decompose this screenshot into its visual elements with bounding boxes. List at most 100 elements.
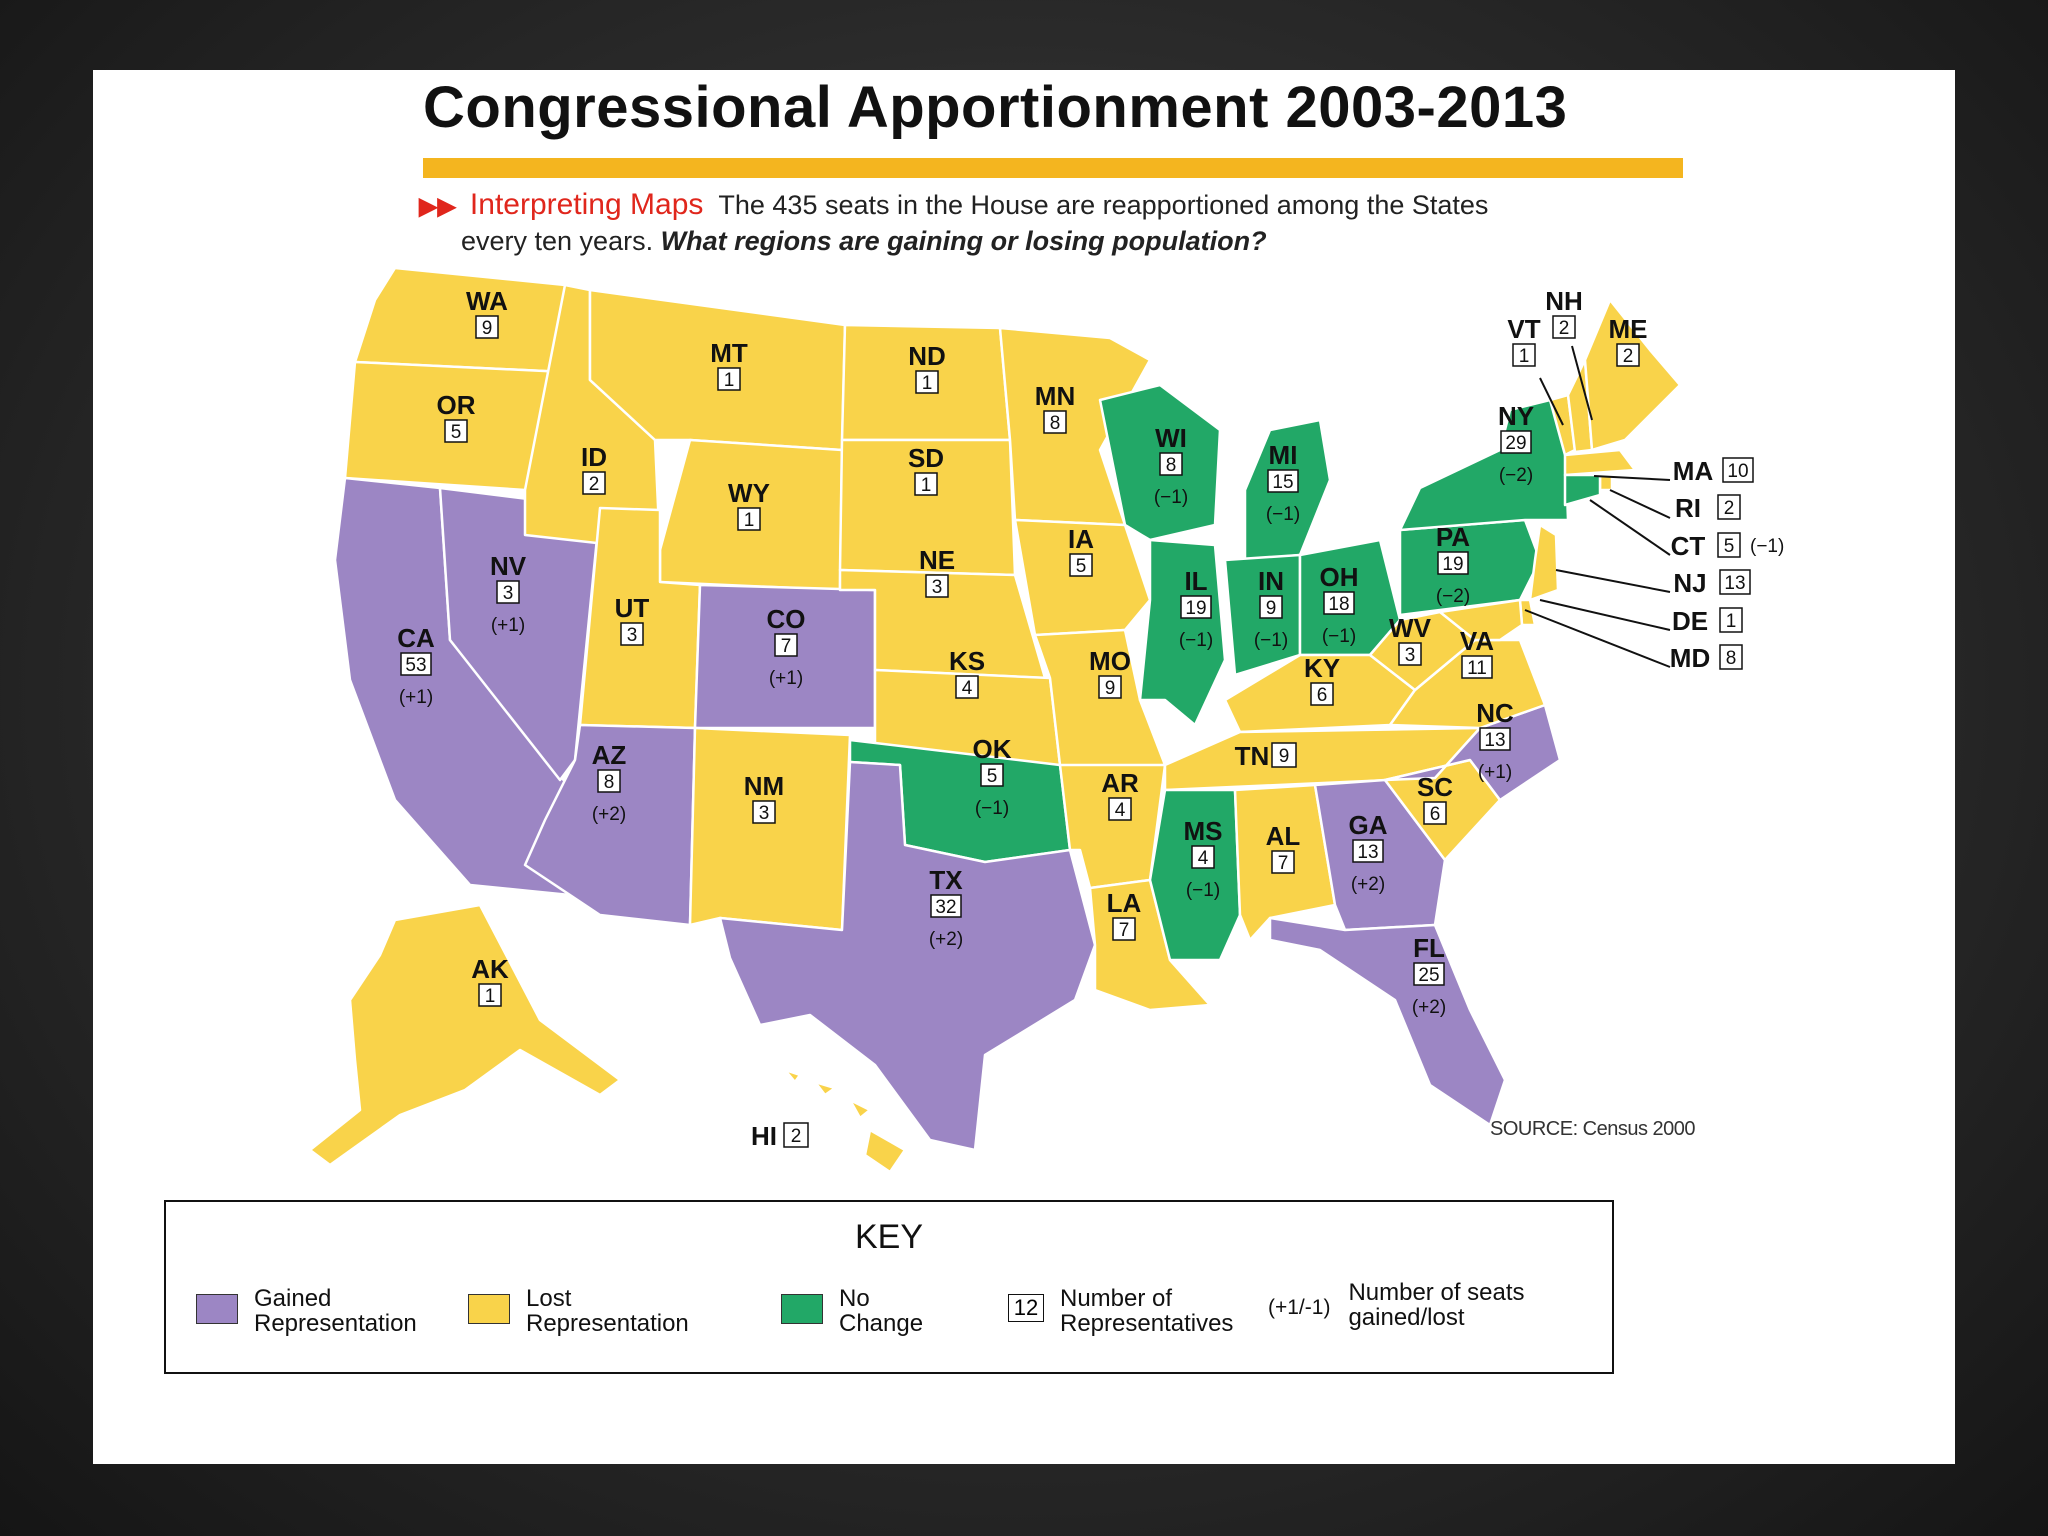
- key-gained: Gained Representation: [196, 1286, 417, 1336]
- reps-count: 5: [1076, 556, 1087, 577]
- state-label-wi: WI8 (−1): [1154, 423, 1188, 508]
- interpreting-heading: Interpreting Maps: [469, 188, 704, 221]
- seat-change: (−1): [1186, 880, 1220, 901]
- reps-box: [597, 769, 621, 793]
- num-label-1: Number of: [1060, 1285, 1173, 1312]
- reps-box: [1043, 410, 1067, 434]
- state-abbr: CO: [767, 604, 806, 634]
- reps-box: [1069, 553, 1093, 577]
- reps-count: 8: [1050, 413, 1061, 434]
- state-label-ct: CT 5 (−1): [1671, 531, 1785, 561]
- no-change-swatch: [781, 1294, 823, 1324]
- reps-box: [1719, 607, 1743, 633]
- state-me: [1583, 298, 1682, 452]
- state-abbr: MS: [1184, 816, 1223, 846]
- reps-count: 8: [1166, 455, 1177, 476]
- lost-label-1: Lost: [526, 1285, 572, 1312]
- reps-box: [930, 894, 962, 918]
- state-abbr: ND: [908, 341, 946, 371]
- reps-count: 3: [503, 583, 514, 604]
- reps-count: 2: [1559, 318, 1570, 339]
- reps-box: [620, 622, 644, 646]
- reps-count: 2: [1623, 346, 1634, 367]
- state-label-az: AZ8 (+2): [592, 740, 627, 825]
- reps-box: [737, 507, 761, 531]
- reps-box: [1159, 452, 1183, 476]
- reps-box: [1423, 801, 1447, 825]
- state-abbr: NC: [1476, 698, 1514, 728]
- key-number-of-reps: 12 Number of Representatives: [1008, 1286, 1233, 1336]
- state-abbr: WY: [728, 478, 770, 508]
- state-label-sc: SC6: [1417, 772, 1453, 825]
- reps-count: 1: [921, 475, 932, 496]
- state-label-nv: NV3 (+1): [490, 551, 527, 636]
- callout-leader-lines: [1524, 345, 1671, 668]
- map-title: Congressional Apportionment 2003-2013: [423, 75, 1568, 140]
- state-label-ar: AR4: [1101, 768, 1139, 821]
- state-hi: [783, 1068, 907, 1174]
- reps-box: [1461, 655, 1493, 679]
- reps-count: 10: [1727, 461, 1748, 482]
- lost-label-2: Representation: [526, 1310, 689, 1337]
- reps-count: 6: [1317, 685, 1328, 706]
- state-abbr: CA: [397, 623, 435, 653]
- state-ny: [1398, 398, 1570, 532]
- seat-change: (+2): [592, 804, 626, 825]
- state-label-ky: KY6: [1304, 653, 1340, 706]
- reps-count: 9: [1105, 678, 1116, 699]
- state-abbr: AK: [471, 954, 509, 984]
- state-label-wv: WV3: [1389, 613, 1432, 666]
- state-ct: [1563, 473, 1602, 507]
- state-label-co: CO7 (+1): [767, 604, 806, 689]
- reps-box: [774, 633, 798, 657]
- reps-box: [1267, 469, 1299, 493]
- no-change-label-2: Change: [839, 1310, 924, 1337]
- map-key: KEY Gained Representation Lost Representat…: [164, 1200, 1614, 1374]
- num-label-2: Representatives: [1060, 1310, 1234, 1337]
- state-abbr: MI: [1269, 440, 1298, 470]
- chg-label-1: Number of seats: [1348, 1279, 1525, 1306]
- reps-box: [475, 315, 499, 339]
- no-change-label-1: No: [839, 1285, 870, 1312]
- reps-box: [1191, 845, 1215, 869]
- state-abbr: MT: [710, 338, 748, 368]
- reps-count: 2: [1724, 498, 1735, 519]
- reps-count: 3: [627, 625, 638, 646]
- state-abbr: ME: [1609, 314, 1648, 344]
- state-abbr: IL: [1184, 566, 1207, 596]
- interpreting-maps-caption: ▶▶ Interpreting Maps The 435 seats in the…: [419, 188, 1719, 258]
- state-abbr: GA: [1349, 810, 1388, 840]
- reps-count: 53: [405, 655, 426, 676]
- lost-swatch: [468, 1294, 510, 1324]
- reps-box: [980, 763, 1004, 787]
- reps-box: [752, 800, 776, 824]
- state-abbr: SC: [1417, 772, 1453, 802]
- key-title: KEY: [854, 1218, 924, 1256]
- state-label-ak: AK1: [471, 954, 509, 1007]
- state-label-wy: WY1: [728, 478, 770, 531]
- state-label-nd: ND1: [908, 341, 946, 394]
- state-label-ri: RI 2: [1675, 493, 1741, 523]
- reps-count: 13: [1484, 730, 1505, 751]
- caption-question: What regions are gaining or losing popul…: [660, 226, 1267, 256]
- state-abbr: VA: [1460, 626, 1494, 656]
- state-label-la: LA7: [1107, 888, 1142, 941]
- state-abbr: ID: [581, 442, 607, 472]
- state-abbr: NJ: [1673, 568, 1706, 598]
- reps-count: 7: [1119, 920, 1130, 941]
- reps-box: [1180, 595, 1212, 619]
- reps-count: 1: [922, 373, 933, 394]
- seat-change: (+1): [1478, 762, 1512, 783]
- reps-count: 25: [1418, 965, 1439, 986]
- state-abbr: OK: [973, 734, 1012, 764]
- reps-count: 3: [932, 577, 943, 598]
- state-label-or: OR5: [437, 390, 476, 443]
- seat-change: (+1): [769, 668, 803, 689]
- reps-count: 19: [1442, 554, 1463, 575]
- number-box-sample: 12: [1008, 1294, 1044, 1322]
- seat-change: (−1): [1322, 626, 1356, 647]
